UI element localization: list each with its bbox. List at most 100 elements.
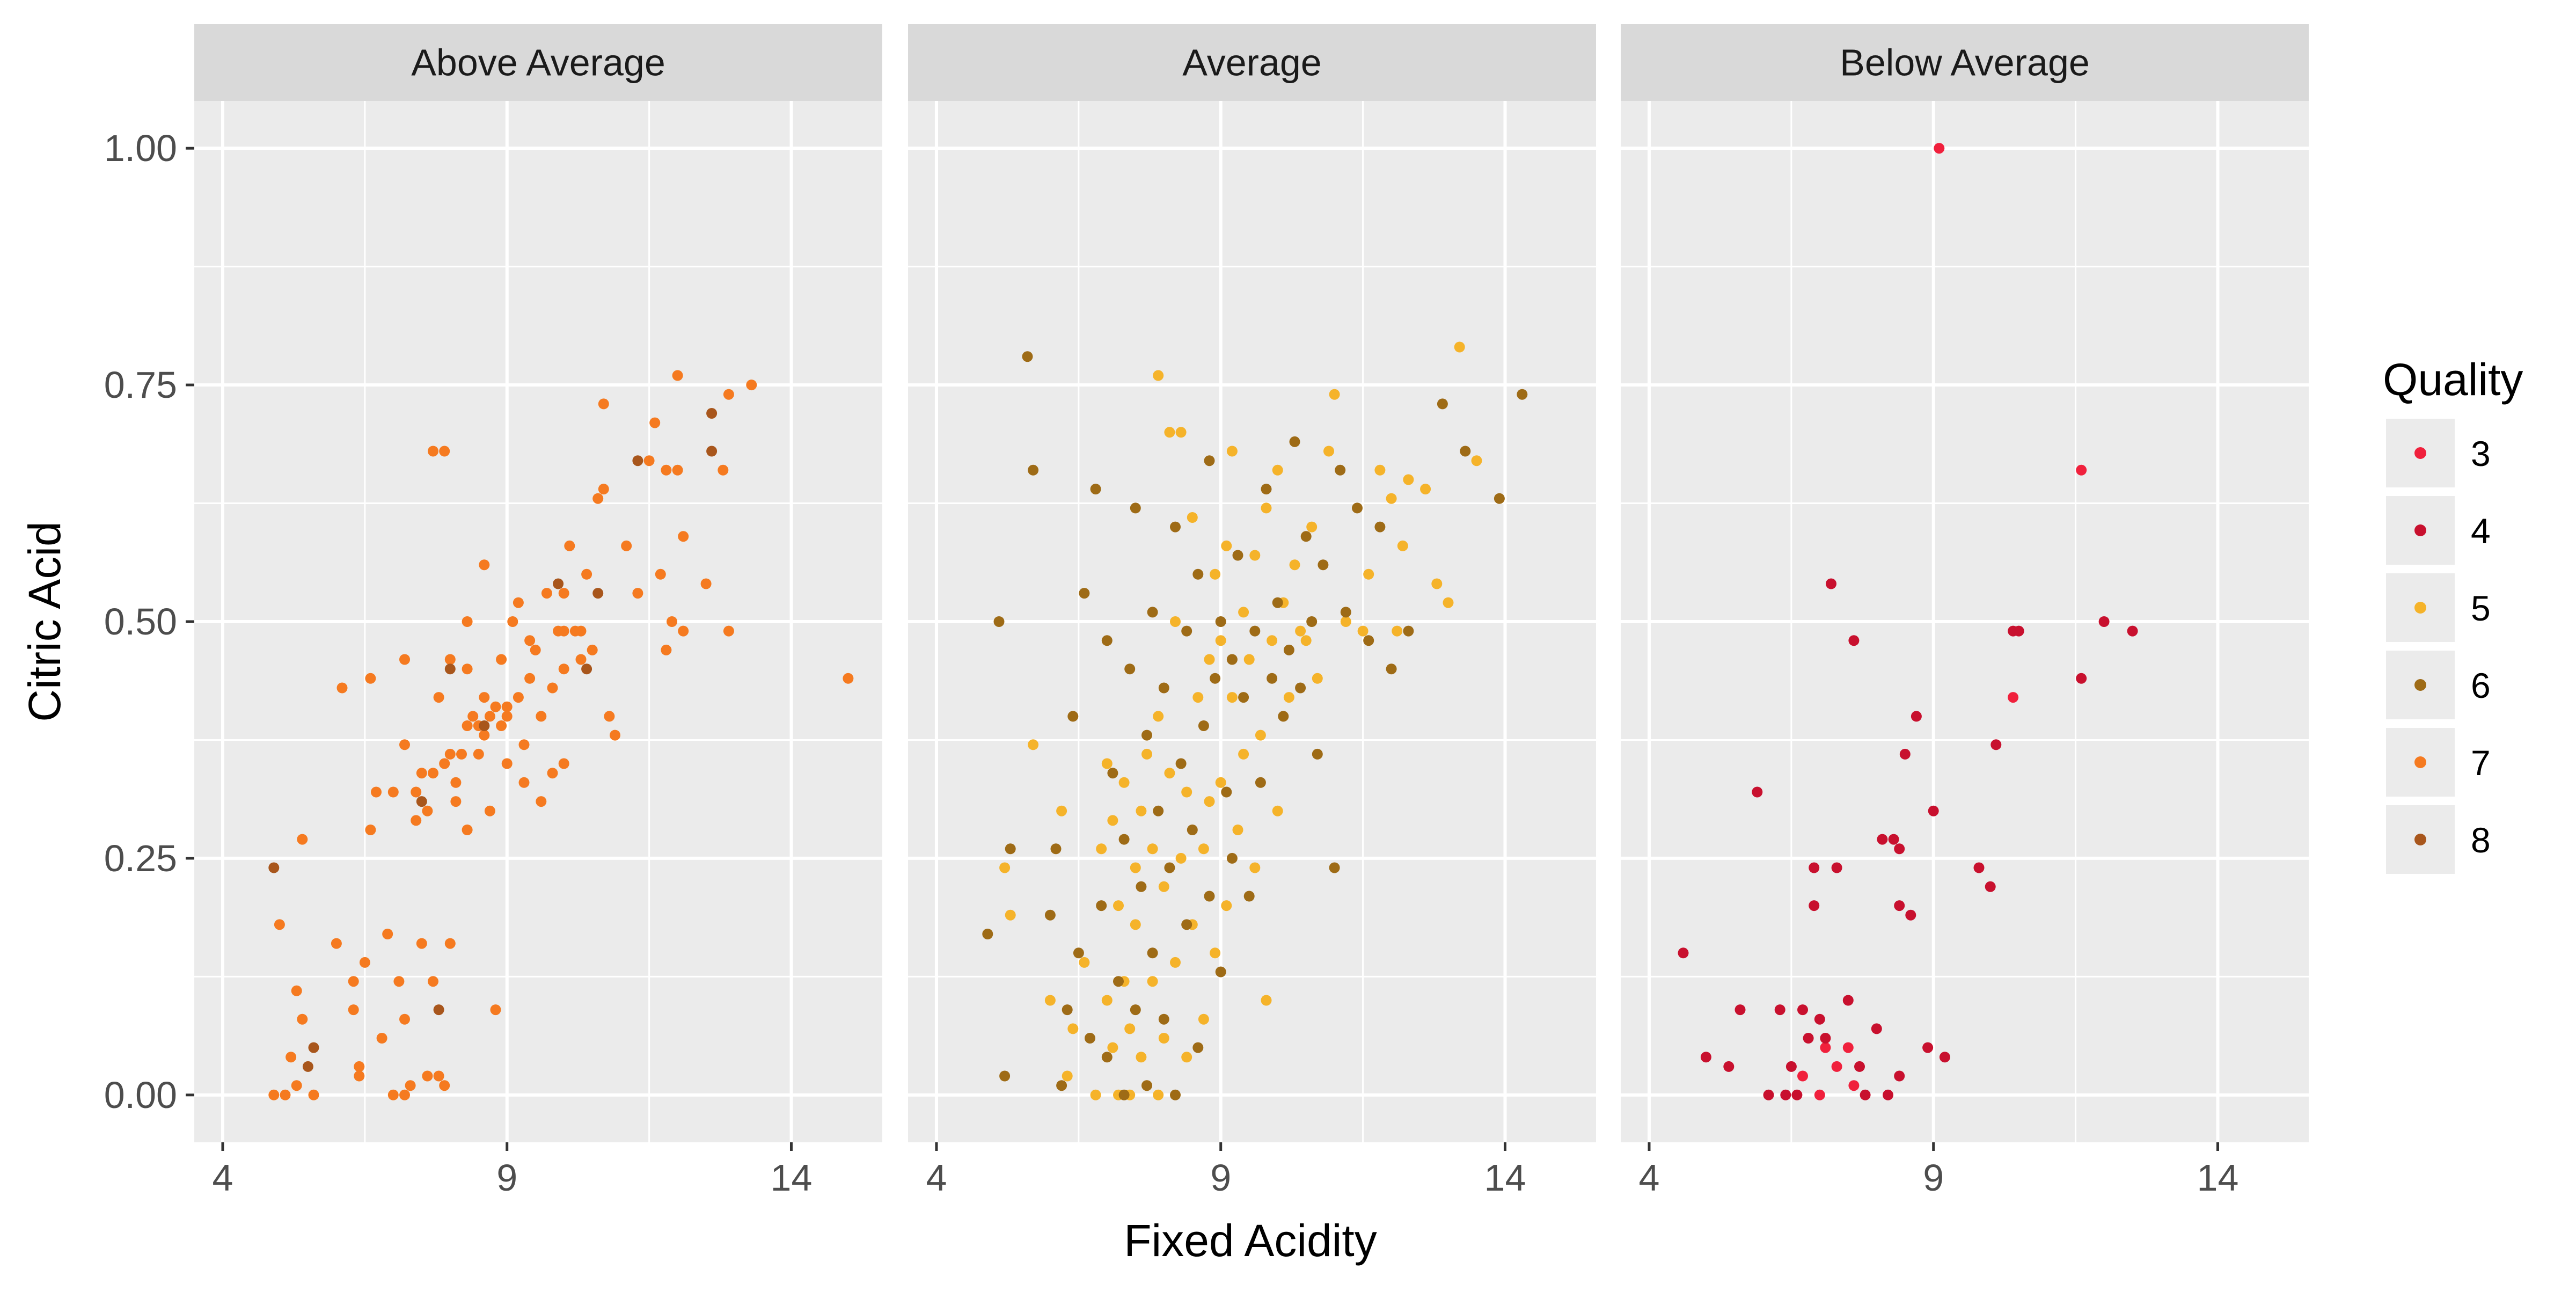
data-point <box>1136 805 1147 816</box>
data-point <box>1454 341 1465 353</box>
data-point <box>1073 947 1084 959</box>
data-point <box>1883 1089 1893 1100</box>
data-point <box>1306 521 1318 533</box>
data-point <box>297 834 308 845</box>
data-point <box>1050 843 1062 855</box>
x-tick-label: 9 <box>1210 1157 1231 1199</box>
data-point <box>507 616 518 627</box>
data-point <box>1141 1080 1152 1091</box>
data-point <box>336 682 348 694</box>
data-point <box>1300 531 1312 542</box>
data-point <box>1153 805 1164 816</box>
data-point <box>524 635 536 646</box>
data-point <box>1158 682 1169 694</box>
data-point <box>433 692 444 703</box>
data-point <box>1147 607 1158 618</box>
data-point <box>706 408 718 419</box>
data-point <box>632 588 643 599</box>
data-point <box>1028 464 1039 476</box>
data-point <box>632 455 643 466</box>
data-point <box>592 588 604 599</box>
data-point <box>1934 143 1945 154</box>
data-point <box>1797 1004 1808 1016</box>
data-point <box>672 370 683 381</box>
data-point <box>1842 995 1854 1006</box>
data-point <box>1877 834 1888 845</box>
data-point <box>1130 862 1141 873</box>
data-point <box>718 464 729 476</box>
data-point <box>308 1089 319 1100</box>
data-point <box>1888 834 1899 845</box>
data-point <box>456 748 467 760</box>
legend-label: 6 <box>2471 666 2491 705</box>
data-point <box>1226 654 1238 665</box>
data-point <box>1340 616 1351 627</box>
data-point <box>1700 1052 1711 1063</box>
data-point <box>439 1080 450 1091</box>
facet-strip-label: Below Average <box>1840 42 2090 84</box>
data-point <box>1797 1070 1808 1082</box>
data-point <box>1289 436 1300 447</box>
x-tick-label: 9 <box>496 1157 517 1199</box>
data-point <box>1243 654 1255 665</box>
data-point <box>1363 635 1374 646</box>
data-point <box>843 673 854 684</box>
data-point <box>1842 1042 1854 1053</box>
data-point <box>1107 815 1118 826</box>
data-point <box>1118 834 1130 845</box>
data-point <box>1101 995 1113 1006</box>
data-point <box>1210 947 1221 959</box>
data-point <box>1164 427 1175 438</box>
data-point <box>399 1089 410 1100</box>
data-point <box>592 493 604 504</box>
data-point <box>1067 1023 1079 1034</box>
data-point <box>1198 843 1209 855</box>
data-point <box>387 786 399 798</box>
data-point <box>268 862 280 873</box>
data-point <box>382 929 393 939</box>
data-point <box>416 768 427 779</box>
data-point <box>444 663 456 675</box>
data-point <box>1096 900 1107 911</box>
data-point <box>1318 559 1329 571</box>
data-point <box>1181 919 1192 930</box>
data-point <box>2076 464 2087 476</box>
data-point <box>1363 568 1374 580</box>
data-point <box>1226 852 1238 864</box>
data-point <box>428 768 438 779</box>
data-point <box>501 711 513 722</box>
data-point <box>286 1052 297 1063</box>
data-point <box>1107 1042 1118 1053</box>
legend-swatch <box>2414 524 2426 536</box>
data-point <box>1221 540 1232 551</box>
data-point <box>999 1070 1011 1082</box>
data-point <box>598 398 609 410</box>
data-point <box>1374 464 1386 476</box>
x-tick-label: 14 <box>2197 1157 2239 1199</box>
data-point <box>479 692 490 703</box>
data-point <box>1352 502 1363 514</box>
data-point <box>1785 1061 1797 1072</box>
data-point <box>1130 502 1141 514</box>
data-point <box>581 568 592 580</box>
data-point <box>1210 673 1221 684</box>
data-point <box>354 1070 365 1082</box>
data-point <box>1113 976 1124 987</box>
data-point <box>1494 493 1505 504</box>
data-point <box>1136 881 1147 892</box>
data-point <box>1826 578 1836 589</box>
data-point <box>1735 1004 1746 1016</box>
data-point <box>993 616 1005 627</box>
data-point <box>1204 891 1215 902</box>
data-point <box>433 1070 444 1082</box>
data-point <box>1005 843 1016 855</box>
data-point <box>1791 1089 1803 1100</box>
data-point <box>1899 748 1911 760</box>
data-point <box>1022 351 1033 362</box>
data-point <box>1460 446 1471 457</box>
data-point <box>1192 692 1204 703</box>
data-point <box>678 625 689 637</box>
data-point <box>1118 1089 1130 1100</box>
data-point <box>439 758 450 769</box>
data-point <box>1204 796 1215 807</box>
